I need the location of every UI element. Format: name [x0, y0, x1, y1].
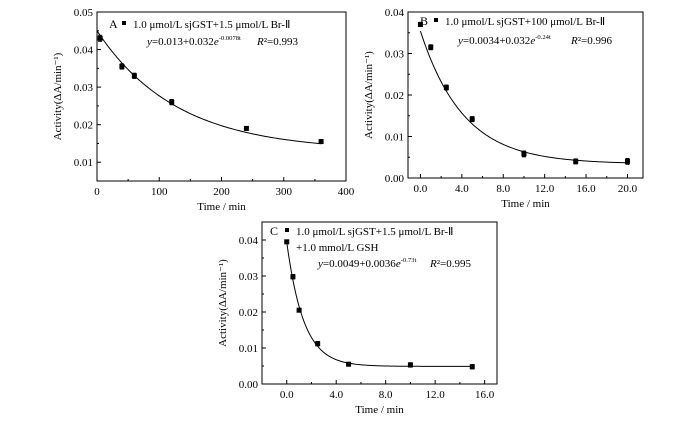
chart-panel-c: 0.0 4.0 8.0 12.0 16.0 0.00 0.01 0.02 0.03 0.04 Tim…	[217, 221, 498, 416]
x-tick-label: 16.0	[576, 183, 596, 195]
y-tick-label: 0.04	[74, 45, 94, 57]
legend-label: 1.0 μmol/L sjGST+100 μmol/L Br-Ⅱ	[445, 16, 605, 28]
y-tick-label: 0.02	[239, 307, 258, 319]
x-axis-label: Time / min	[197, 201, 246, 213]
r-squared: R²=0.996	[570, 35, 612, 47]
x-tick-label: 12.0	[426, 389, 446, 401]
x-tick-label: 300	[276, 186, 293, 198]
y-tick-label: 0.02	[74, 120, 93, 132]
x-tick-label: 100	[151, 186, 168, 198]
legend-marker	[122, 21, 126, 25]
data-point	[417, 21, 423, 27]
fit-equation: y=0.0049+0.0036e-0.73t	[317, 257, 416, 270]
data-point	[296, 307, 302, 313]
x-tick-label: 12.0	[535, 183, 555, 195]
y-axis-label: Activity(ΔA/min⁻¹)	[52, 52, 64, 140]
x-tick-label: 4.0	[329, 389, 343, 401]
data-point	[443, 85, 449, 91]
data-point	[119, 63, 125, 69]
data-point	[97, 35, 103, 41]
r-squared: R²=0.995	[429, 258, 471, 270]
y-axis-label: Activity(ΔA/min⁻¹)	[217, 259, 229, 347]
panel-letter: A	[109, 17, 118, 31]
data-point	[346, 361, 352, 367]
x-tick-label: 8.0	[379, 389, 393, 401]
x-tick-label: 0.0	[280, 389, 294, 401]
x-tick-label: 4.0	[455, 183, 469, 195]
x-axis-label: Time / min	[355, 404, 404, 416]
y-tick-label: 0.03	[385, 49, 405, 61]
chart-panel-a: 0 100 200 300 400 0.01 0.02 0.03 0.04 0.05 Time / …	[52, 7, 355, 213]
data-point	[428, 44, 434, 50]
data-point	[315, 341, 321, 347]
x-tick-label: 0.0	[414, 183, 428, 195]
data-point	[243, 125, 249, 131]
data-point	[469, 364, 475, 370]
fit-equation: y=0.0034+0.032e-0.24t	[457, 34, 551, 47]
fit-equation: y=0.013+0.032e-0.0078t	[146, 35, 241, 48]
x-tick-label: 8.0	[496, 183, 510, 195]
y-tick-label: 0.01	[385, 132, 404, 144]
panel-letter: B	[420, 14, 428, 28]
y-tick-label: 0.04	[239, 235, 259, 247]
data-point	[169, 99, 175, 105]
legend-label: 1.0 μmol/L sjGST+1.5 μmol/L Br-Ⅱ	[133, 19, 290, 31]
y-tick-label: 0.02	[385, 90, 404, 102]
legend-label-2: +1.0 mmol/L GSH	[296, 242, 379, 254]
data-point	[131, 73, 137, 79]
x-tick-label: 0	[94, 186, 100, 198]
y-tick-label: 0.04	[385, 7, 405, 19]
y-tick-label: 0.03	[74, 82, 94, 94]
data-point	[290, 274, 296, 280]
x-tick-label: 16.0	[475, 389, 495, 401]
x-tick-label: 200	[213, 186, 230, 198]
panel-letter: C	[270, 224, 278, 238]
data-point	[407, 362, 413, 368]
y-tick-label: 0.00	[239, 379, 259, 391]
y-tick-label: 0.01	[239, 343, 258, 355]
data-point	[624, 158, 630, 164]
y-axis-label: Activity(ΔA/min⁻¹)	[363, 51, 375, 139]
x-axis-label: Time / min	[501, 198, 550, 210]
data-point	[284, 239, 290, 245]
x-tick-label: 400	[338, 186, 355, 198]
chart-panel-b: 0.0 4.0 8.0 12.0 16.0 20.0 0.00 0.01 0.02 0.03 0.0…	[363, 7, 644, 210]
y-tick-label: 0.01	[74, 157, 93, 169]
r-squared: R²=0.993	[256, 36, 298, 48]
legend-label: 1.0 μmol/L sjGST+1.5 μmol/L Br-Ⅱ	[296, 226, 453, 238]
y-tick-label: 0.05	[74, 7, 94, 19]
data-point	[318, 139, 324, 145]
data-point	[521, 151, 527, 157]
data-point	[573, 158, 579, 164]
y-tick-label: 0.00	[385, 173, 405, 185]
fit-curve	[419, 30, 628, 164]
data-point	[469, 116, 475, 122]
plot-frame	[261, 221, 498, 385]
legend-marker	[285, 228, 289, 232]
y-tick-label: 0.03	[239, 271, 259, 283]
x-tick-label: 20.0	[618, 183, 638, 195]
legend-marker	[434, 18, 438, 22]
